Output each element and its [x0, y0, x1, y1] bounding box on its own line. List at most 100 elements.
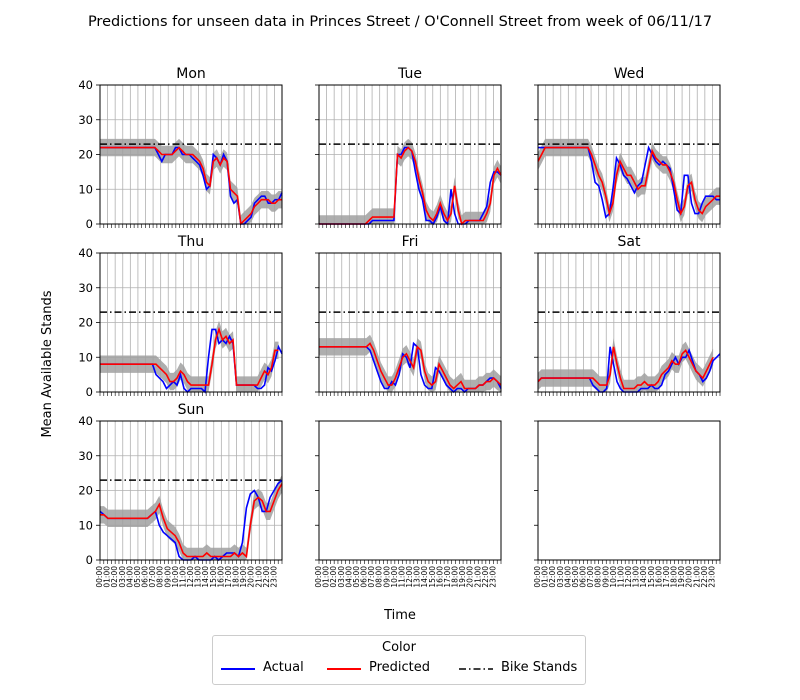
- x-tick-label: 19:00: [677, 566, 686, 588]
- chart-title: Predictions for unseen data in Princes S…: [88, 14, 712, 30]
- subplot-title: Mon: [176, 66, 206, 82]
- x-tick-label: 17:00: [443, 566, 452, 588]
- x-tick-label: 04:00: [125, 566, 134, 588]
- subplot-sun: Sun 0 10 20 30 40 00:0001:0002:0003:0004:0005:…: [78, 402, 283, 588]
- legend-label-predicted: Predicted: [369, 660, 431, 675]
- legend-label-bike-stands: Bike Stands: [501, 660, 578, 675]
- x-tick-label: 09:00: [382, 566, 391, 588]
- predicted-series-line: [100, 146, 282, 226]
- x-tick-label: 19:00: [458, 566, 467, 588]
- x-tick-label: 11:00: [616, 566, 625, 588]
- axes-frame: [537, 420, 721, 561]
- x-tick-label: 08:00: [594, 566, 603, 588]
- x-tick-label: 00:00: [95, 566, 104, 588]
- y-tick-label: 40: [78, 246, 93, 260]
- x-tick-label: 06:00: [360, 566, 369, 588]
- x-tick-label: 02:00: [110, 566, 119, 588]
- x-tick-label: 22:00: [262, 566, 271, 588]
- y-tick-label: 30: [78, 281, 93, 295]
- x-tick-label: 23:00: [269, 566, 278, 588]
- x-tick-label: 00:00: [314, 566, 323, 588]
- prediction-band: [538, 338, 714, 392]
- legend-swatch-actual: [221, 668, 255, 670]
- x-tick-label: 12:00: [624, 566, 633, 588]
- x-tick-label: 01:00: [541, 566, 550, 588]
- x-tick-label: 03:00: [118, 566, 127, 588]
- x-tick-label: 21:00: [473, 566, 482, 588]
- x-tick-label: 21:00: [254, 566, 263, 588]
- x-tick-label: 20:00: [466, 566, 475, 588]
- x-tick-label: 10:00: [390, 566, 399, 588]
- subplot-title: Wed: [614, 66, 645, 82]
- y-tick-label: 10: [78, 350, 93, 364]
- x-axis-label: Time: [383, 608, 416, 623]
- x-tick-label: 21:00: [692, 566, 701, 588]
- axes-frame: [318, 420, 502, 561]
- subplot-tue: Tue: [315, 66, 502, 228]
- x-tick-label: 03:00: [337, 566, 346, 588]
- subplot-title: Sat: [618, 234, 641, 250]
- predicted-series-line: [100, 326, 279, 386]
- y-tick-label: 40: [78, 414, 93, 428]
- x-tick-label: 10:00: [609, 566, 618, 588]
- x-tick-label: 20:00: [247, 566, 256, 588]
- x-tick-label: 18:00: [670, 566, 679, 588]
- x-tick-label: 05:00: [133, 566, 142, 588]
- gridlines: [318, 252, 501, 393]
- y-tick-label: 0: [86, 385, 93, 399]
- subplot-mon: Mon 0 10 20 30 40: [78, 66, 283, 231]
- x-tick-label: 11:00: [178, 566, 187, 588]
- x-tick-label: 14:00: [201, 566, 210, 588]
- x-tick-label: 20:00: [685, 566, 694, 588]
- x-tick-label: 07:00: [367, 566, 376, 588]
- x-tick-label: 19:00: [239, 566, 248, 588]
- x-tick-label: 13:00: [632, 566, 641, 588]
- y-tick-label: 0: [86, 217, 93, 231]
- x-tick-label: 14:00: [420, 566, 429, 588]
- x-tick-label: 01:00: [322, 566, 331, 588]
- x-tick-label: 15:00: [428, 566, 437, 588]
- y-tick-label: 30: [78, 449, 93, 463]
- x-tick-label: 22:00: [700, 566, 709, 588]
- x-tick-label: 13:00: [194, 566, 203, 588]
- y-tick-label: 40: [78, 78, 93, 92]
- subplot-empty-8: 00:0001:0002:0003:0004:0005:0006:0007:00…: [533, 420, 721, 588]
- legend-swatch-bike-stands: [459, 668, 493, 670]
- x-tick-label: 15:00: [647, 566, 656, 588]
- x-tick-label: 06:00: [141, 566, 150, 588]
- predicted-series-line: [537, 346, 714, 390]
- x-tick-label: 04:00: [563, 566, 572, 588]
- x-tick-label: 09:00: [601, 566, 610, 588]
- subplot-title: Sun: [178, 402, 205, 418]
- subplot-wed: Wed: [534, 66, 721, 228]
- x-tick-label: 07:00: [586, 566, 595, 588]
- x-tick-label: 08:00: [156, 566, 165, 588]
- subplot-thu: Thu 0 10 20 30 40: [78, 234, 283, 399]
- y-tick-label: 10: [78, 182, 93, 196]
- x-tick-label: 18:00: [232, 566, 241, 588]
- subplot-empty-7: 00:0001:0002:0003:0004:0005:0006:0007:00…: [314, 420, 502, 588]
- legend-title: Color: [382, 640, 416, 655]
- prediction-band: [100, 474, 282, 560]
- x-tick-label: 15:00: [209, 566, 218, 588]
- y-tick-label: 0: [86, 553, 93, 567]
- y-tick-label: 20: [78, 148, 93, 162]
- y-tick-label: 10: [78, 518, 93, 532]
- y-tick-label: 30: [78, 113, 93, 127]
- predicted-series-line: [319, 342, 502, 390]
- prediction-band: [100, 320, 279, 392]
- x-tick-label: 12:00: [186, 566, 195, 588]
- y-tick-label: 20: [78, 316, 93, 330]
- legend-swatch-predicted: [327, 668, 361, 670]
- subplot-sat: Sat: [534, 234, 721, 396]
- legend: Color Actual Predicted Bike Stands: [212, 635, 586, 685]
- subplot-grid: Mon 0 10 20 30 40 Tue Wed Thu 0 10 20 30 40 Fri Sat Sun 0…: [78, 66, 721, 588]
- predicted-series-line: [100, 483, 283, 559]
- x-tick-label: 08:00: [375, 566, 384, 588]
- y-axis-label: Mean Available Stands: [40, 290, 55, 437]
- x-tick-label: 05:00: [571, 566, 580, 588]
- x-tick-label: 17:00: [662, 566, 671, 588]
- x-tick-label: 02:00: [548, 566, 557, 588]
- x-tick-label: 05:00: [352, 566, 361, 588]
